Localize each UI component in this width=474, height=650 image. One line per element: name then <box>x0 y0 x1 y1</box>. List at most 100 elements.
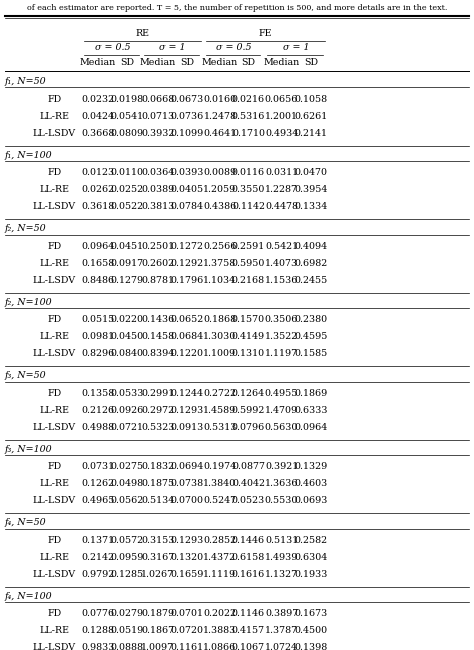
Text: 1.1119: 1.1119 <box>203 569 237 578</box>
Text: 0.0450: 0.0450 <box>110 332 144 341</box>
Text: 1.1536: 1.1536 <box>265 276 298 285</box>
Text: 0.2566: 0.2566 <box>203 242 237 251</box>
Text: 0.3897: 0.3897 <box>265 610 298 618</box>
Text: Median: Median <box>264 58 300 67</box>
Text: LL-LSDV: LL-LSDV <box>33 349 76 358</box>
Text: 0.2501: 0.2501 <box>141 242 174 251</box>
Text: 0.3813: 0.3813 <box>141 202 174 211</box>
Text: 0.4149: 0.4149 <box>232 332 265 341</box>
Text: 0.4641: 0.4641 <box>203 129 237 138</box>
Text: 0.1616: 0.1616 <box>232 569 265 578</box>
Text: 1.1327: 1.1327 <box>265 569 298 578</box>
Text: 0.0684: 0.0684 <box>170 332 203 341</box>
Text: 1.3758: 1.3758 <box>203 259 237 268</box>
Text: 0.0393: 0.0393 <box>170 168 203 177</box>
Text: 0.2591: 0.2591 <box>232 242 265 251</box>
Text: SD: SD <box>304 58 318 67</box>
Text: 0.3153: 0.3153 <box>141 536 174 545</box>
Text: 0.3618: 0.3618 <box>82 202 115 211</box>
Text: 0.0116: 0.0116 <box>232 168 265 177</box>
Text: f₄, N=100: f₄, N=100 <box>5 592 52 601</box>
Text: FD: FD <box>47 95 62 104</box>
Text: 0.0784: 0.0784 <box>170 202 203 211</box>
Text: Median: Median <box>80 58 116 67</box>
Text: 1.4073: 1.4073 <box>265 259 298 268</box>
Text: SD: SD <box>241 58 255 67</box>
Text: 0.2142: 0.2142 <box>82 552 115 562</box>
Text: 1.4939: 1.4939 <box>265 552 298 562</box>
Text: 0.0498: 0.0498 <box>110 479 144 488</box>
Text: Median: Median <box>202 58 238 67</box>
Text: RE: RE <box>136 29 149 38</box>
Text: f₃, N=50: f₃, N=50 <box>5 371 46 380</box>
Text: 0.3167: 0.3167 <box>141 552 174 562</box>
Text: LL-RE: LL-RE <box>39 479 70 488</box>
Text: 0.0110: 0.0110 <box>110 168 144 177</box>
Text: 0.8486: 0.8486 <box>82 276 115 285</box>
Text: 0.0809: 0.0809 <box>110 129 144 138</box>
Text: 0.5950: 0.5950 <box>232 259 265 268</box>
Text: 0.2126: 0.2126 <box>82 406 115 415</box>
Text: 0.5313: 0.5313 <box>203 422 237 432</box>
Text: f₂, N=100: f₂, N=100 <box>5 298 52 307</box>
Text: 0.0533: 0.0533 <box>110 389 144 398</box>
Text: 0.0262: 0.0262 <box>82 185 115 194</box>
Text: 0.4386: 0.4386 <box>203 202 237 211</box>
Text: 0.0700: 0.0700 <box>170 496 203 505</box>
Text: 0.1293: 0.1293 <box>170 406 203 415</box>
Text: σ = 1: σ = 1 <box>283 44 310 52</box>
Text: LL-LSDV: LL-LSDV <box>33 202 76 211</box>
Text: 0.1161: 0.1161 <box>170 644 203 650</box>
Text: 0.0232: 0.0232 <box>82 95 115 104</box>
Text: 0.2991: 0.2991 <box>141 389 174 398</box>
Text: 0.0364: 0.0364 <box>141 168 174 177</box>
Text: 0.1358: 0.1358 <box>82 389 115 398</box>
Text: 0.0389: 0.0389 <box>141 185 174 194</box>
Text: 0.4094: 0.4094 <box>294 242 328 251</box>
Text: FD: FD <box>47 315 62 324</box>
Text: FD: FD <box>47 610 62 618</box>
Text: 0.0964: 0.0964 <box>294 422 328 432</box>
Text: 1.2001: 1.2001 <box>265 112 298 121</box>
Text: 0.2380: 0.2380 <box>294 315 328 324</box>
Text: 0.1974: 0.1974 <box>203 462 237 471</box>
Text: 0.0840: 0.0840 <box>110 349 144 358</box>
Text: 0.2582: 0.2582 <box>294 536 328 545</box>
Text: FD: FD <box>47 462 62 471</box>
Text: 0.0720: 0.0720 <box>170 627 203 635</box>
Text: 0.4955: 0.4955 <box>265 389 298 398</box>
Text: 0.0926: 0.0926 <box>110 406 144 415</box>
Text: 0.2141: 0.2141 <box>294 129 328 138</box>
Text: 0.1867: 0.1867 <box>141 627 174 635</box>
Text: 0.2168: 0.2168 <box>232 276 265 285</box>
Text: LL-LSDV: LL-LSDV <box>33 276 76 285</box>
Text: 0.6158: 0.6158 <box>232 552 265 562</box>
Text: LL-LSDV: LL-LSDV <box>33 129 76 138</box>
Text: 0.5131: 0.5131 <box>265 536 298 545</box>
Text: 0.0519: 0.0519 <box>110 627 144 635</box>
Text: 0.0541: 0.0541 <box>110 112 144 121</box>
Text: 0.1879: 0.1879 <box>141 610 174 618</box>
Text: 0.0523: 0.0523 <box>232 496 265 505</box>
Text: FE: FE <box>259 29 272 38</box>
Text: 0.2602: 0.2602 <box>141 259 174 268</box>
Text: 0.0089: 0.0089 <box>203 168 237 177</box>
Text: 0.4965: 0.4965 <box>82 496 115 505</box>
Text: 0.0959: 0.0959 <box>110 552 144 562</box>
Text: 1.3522: 1.3522 <box>265 332 298 341</box>
Text: 0.1244: 0.1244 <box>170 389 203 398</box>
Text: 0.0738: 0.0738 <box>170 479 203 488</box>
Text: 0.8781: 0.8781 <box>141 276 174 285</box>
Text: 0.1436: 0.1436 <box>141 315 174 324</box>
Text: 0.0694: 0.0694 <box>170 462 203 471</box>
Text: f₁, N=50: f₁, N=50 <box>5 77 46 86</box>
Text: 0.0451: 0.0451 <box>110 242 144 251</box>
Text: 0.0522: 0.0522 <box>110 202 144 211</box>
Text: 0.5247: 0.5247 <box>203 496 237 505</box>
Text: 0.3954: 0.3954 <box>294 185 328 194</box>
Text: 0.2722: 0.2722 <box>203 389 237 398</box>
Text: 0.4603: 0.4603 <box>294 479 328 488</box>
Text: 0.0731: 0.0731 <box>82 462 115 471</box>
Text: 0.1832: 0.1832 <box>141 462 174 471</box>
Text: 0.0964: 0.0964 <box>82 242 115 251</box>
